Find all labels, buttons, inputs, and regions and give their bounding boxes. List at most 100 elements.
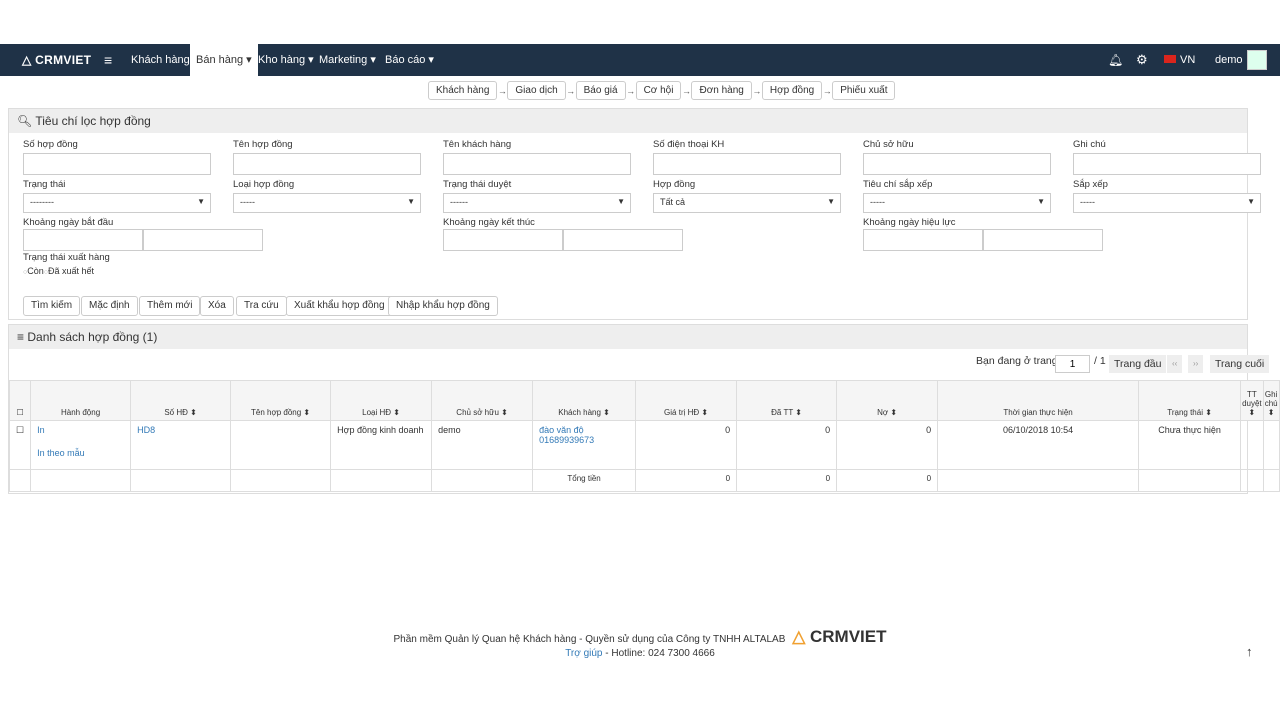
select-dropdown[interactable]: ----- ▼ <box>1073 193 1261 213</box>
filter-button[interactable]: Xuất khẩu hợp đồng <box>286 296 393 316</box>
select-label: Hợp đồng <box>653 179 696 190</box>
back-to-top-icon[interactable]: ↑ <box>1246 644 1253 659</box>
logo[interactable]: △ CRMVIET <box>22 53 92 67</box>
column-header[interactable]: Trạng thái ⬍ <box>1138 380 1242 421</box>
radio-button[interactable]: ○ <box>23 269 28 276</box>
select-dropdown[interactable]: Tất cả ▼ <box>653 193 841 213</box>
contract-type: Hợp đồng kinh doanh <box>330 420 433 470</box>
action-link[interactable]: In theo mẫu <box>37 448 85 458</box>
gear-icon[interactable]: ⚙ <box>1136 52 1148 67</box>
contract-number-link[interactable]: HD8 <box>130 420 232 470</box>
customer-phone-link[interactable]: 01689939673 <box>539 435 595 445</box>
flow-step[interactable]: Hợp đồng <box>761 81 823 100</box>
empty-cell <box>30 469 132 492</box>
column-header[interactable]: Khách hàng ⬍ <box>532 380 637 421</box>
filter-button[interactable]: Tra cứu <box>236 296 287 316</box>
page-label: Bạn đang ở trang <box>976 355 1058 367</box>
filter-button[interactable]: Tìm kiếm <box>23 296 81 316</box>
date-to[interactable] <box>143 229 263 251</box>
hotline: - Hotline: 024 7300 4666 <box>602 648 715 659</box>
first-page-button[interactable]: Trang đầu <box>1109 355 1167 373</box>
select-checkbox[interactable]: ☐ <box>8 420 32 470</box>
select-label: Trạng thái duyệt <box>443 179 512 190</box>
nav-khach-hang[interactable]: Khách hàng <box>131 54 190 66</box>
flow-step[interactable]: Đơn hàng <box>691 81 752 100</box>
select-dropdown[interactable]: ----- ▼ <box>863 193 1051 213</box>
text-field[interactable] <box>1073 153 1261 175</box>
filter-button[interactable]: Xóa <box>200 296 234 316</box>
footer-logo-text: CRMVIET <box>810 627 887 646</box>
total-cell: 0 <box>836 469 939 492</box>
execution-time: 06/10/2018 10:54 <box>937 420 1140 470</box>
field-label: Tên khách hàng <box>443 139 512 150</box>
filter-button[interactable]: Nhập khẩu hợp đồng <box>388 296 498 316</box>
footer-help-line: Trợ giúp - Hotline: 024 7300 4666 <box>0 648 1280 659</box>
filter-button[interactable]: Mặc định <box>81 296 138 316</box>
footer: Phần mềm Quản lý Quan hệ Khách hàng - Qu… <box>0 627 1280 647</box>
filter-panel: 🔍︎ Tiêu chí lọc hợp đồng <box>8 108 1248 320</box>
status: Chưa thực hiện <box>1138 420 1242 470</box>
text-field[interactable] <box>23 153 211 175</box>
date-from[interactable] <box>23 229 143 251</box>
column-header[interactable]: Nợ ⬍ <box>836 380 939 421</box>
last-page-button[interactable]: Trang cuối <box>1210 355 1270 373</box>
debt: 0 <box>836 420 939 470</box>
text-field[interactable] <box>233 153 421 175</box>
flow-step[interactable]: Giao dịch <box>507 81 566 100</box>
date-from[interactable] <box>443 229 563 251</box>
nav-marketing[interactable]: Marketing ▾ <box>319 54 376 66</box>
column-header[interactable]: Thời gian thực hiện <box>937 380 1140 421</box>
nav-bao-cao[interactable]: Báo cáo ▾ <box>385 54 434 66</box>
filter-button[interactable]: Thêm mới <box>139 296 201 316</box>
column-header[interactable]: Hành động <box>30 380 132 421</box>
column-header[interactable]: TT duyệt ⬍ <box>1240 380 1264 421</box>
flow-step[interactable]: Báo giá <box>575 81 626 100</box>
range-label: Khoảng ngày bắt đầu <box>23 217 114 228</box>
chevron-down-icon: ▼ <box>197 197 205 206</box>
column-header[interactable]: Số HĐ ⬍ <box>130 380 232 421</box>
column-header[interactable]: Loại HĐ ⬍ <box>330 380 433 421</box>
filter-title: Tiêu chí lọc hợp đồng <box>35 114 151 128</box>
flow-step[interactable]: Phiếu xuất <box>832 81 896 100</box>
text-field[interactable] <box>653 153 841 175</box>
customer-name-link[interactable]: đào văn độ <box>539 425 584 435</box>
select-all-checkbox[interactable]: ☐ <box>8 380 32 421</box>
language-selector[interactable]: VN <box>1164 44 1195 76</box>
column-header[interactable]: Chủ sở hữu ⬍ <box>431 380 534 421</box>
flow-step[interactable]: Khách hàng <box>428 81 498 100</box>
column-header[interactable]: Tên hợp đồng ⬍ <box>230 380 332 421</box>
prev-page-button[interactable]: ‹‹ <box>1167 355 1183 373</box>
nav-ban-hang[interactable]: Bán hàng ▾ <box>190 44 258 76</box>
date-to[interactable] <box>563 229 683 251</box>
nav-kho-hang[interactable]: Kho hàng ▾ <box>258 54 314 66</box>
select-dropdown[interactable]: -------- ▼ <box>23 193 211 213</box>
page-input[interactable] <box>1055 355 1090 373</box>
select-dropdown[interactable]: ------ ▼ <box>443 193 631 213</box>
flow-step[interactable]: Cơ hội <box>635 81 682 100</box>
help-link[interactable]: Trợ giúp <box>565 648 603 659</box>
action-link[interactable]: In <box>37 425 45 435</box>
total-cell: Tổng tiền <box>532 469 637 492</box>
arrow-icon: → <box>497 85 507 96</box>
column-header[interactable]: Đã TT ⬍ <box>736 380 838 421</box>
chevron-down-icon: ▼ <box>407 197 415 206</box>
select-value: ----- <box>240 197 255 207</box>
table-row: ☐ In In theo mẫu HD8 Hợp đồng kinh doanh demo… <box>8 420 1280 470</box>
next-page-button[interactable]: ›› <box>1188 355 1204 373</box>
select-dropdown[interactable]: ----- ▼ <box>233 193 421 213</box>
avatar[interactable] <box>1247 50 1267 70</box>
bell-icon[interactable]: 🔔︎ <box>1108 53 1124 67</box>
menu-icon[interactable]: ≡ <box>104 52 113 68</box>
column-header[interactable]: Giá trị HĐ ⬍ <box>635 380 738 421</box>
empty-cell <box>8 469 32 492</box>
ship-status-radios: ○Còn○Đã xuất hết <box>23 266 94 276</box>
column-header[interactable]: Ghi chú ⬍ <box>1262 380 1280 421</box>
date-to[interactable] <box>983 229 1103 251</box>
text-field[interactable] <box>863 153 1051 175</box>
radio-button[interactable]: ○ <box>43 269 48 276</box>
date-from[interactable] <box>863 229 983 251</box>
empty-cell <box>230 469 332 492</box>
total-cell: 0 <box>736 469 838 492</box>
text-field[interactable] <box>443 153 631 175</box>
user-name[interactable]: demo <box>1215 54 1243 66</box>
